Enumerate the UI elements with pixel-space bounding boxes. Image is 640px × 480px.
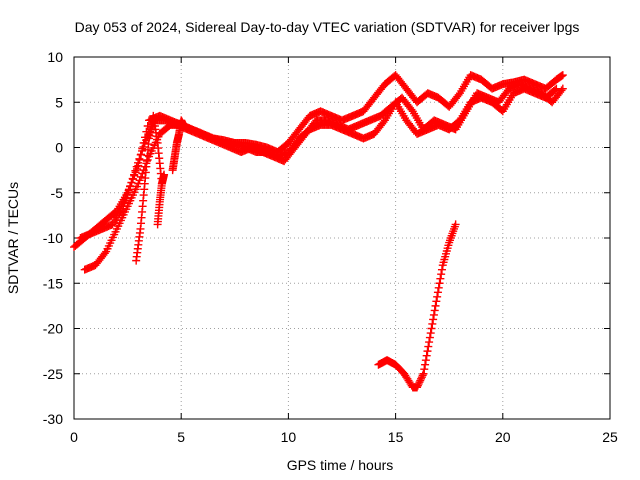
data-point: [421, 360, 430, 369]
data-point: [136, 150, 145, 159]
data-point: [451, 220, 460, 229]
data-point: [138, 146, 147, 155]
grid-lines: [74, 57, 610, 419]
y-tick-label: -20: [43, 321, 63, 337]
data-point: [417, 373, 426, 382]
y-tick-label: -5: [51, 185, 64, 201]
x-tick-label: 10: [281, 429, 297, 445]
series-track-d: [132, 111, 166, 265]
data-point: [433, 288, 442, 297]
y-tick-label: -30: [43, 411, 63, 427]
x-tick-label: 5: [177, 429, 185, 445]
axis-ticks: 0 5 10 15 20 25 10 5 0 -5 -10 -15 -20 -25 -30: [43, 49, 618, 445]
data-point: [179, 120, 188, 129]
data-point: [416, 376, 425, 385]
data-point: [135, 154, 144, 163]
data-point: [429, 310, 438, 319]
x-tick-label: 0: [70, 429, 78, 445]
y-tick-label: -10: [43, 230, 63, 246]
y-tick-label: 0: [55, 140, 63, 156]
data-point: [434, 283, 443, 292]
data-point: [425, 333, 434, 342]
data-point: [137, 172, 145, 181]
x-axis-label: GPS time / hours: [287, 457, 394, 473]
data-point: [427, 324, 436, 333]
data-point: [418, 371, 427, 380]
data-point: [132, 162, 141, 171]
data-point: [417, 374, 426, 383]
data-point: [124, 186, 133, 195]
data-point: [426, 329, 435, 338]
data-point: [130, 170, 139, 179]
y-tick-label: -25: [43, 366, 63, 382]
y-tick-label: 10: [47, 49, 63, 65]
data-point: [135, 176, 144, 185]
data-point: [558, 71, 567, 80]
y-axis-label: SDTVAR / TECUs: [5, 182, 21, 294]
data-point: [424, 342, 433, 351]
y-tick-label: 5: [55, 94, 63, 110]
x-tick-label: 20: [495, 429, 511, 445]
data-point: [435, 279, 444, 288]
data-point: [414, 379, 423, 388]
data-point: [131, 166, 140, 175]
data-point: [552, 84, 561, 93]
x-tick-label: 25: [602, 429, 618, 445]
data-point: [421, 356, 430, 365]
y-tick-label: -15: [43, 275, 63, 291]
data-marks: [70, 71, 567, 392]
data-point: [126, 182, 135, 191]
data-point: [432, 297, 441, 306]
data-point: [100, 249, 109, 258]
data-point: [437, 270, 446, 279]
data-point: [437, 265, 446, 274]
data-point: [128, 174, 137, 183]
series-track-g: [374, 220, 460, 392]
data-point: [429, 315, 438, 324]
data-point: [551, 85, 560, 94]
data-point: [413, 383, 422, 392]
data-point: [436, 274, 445, 283]
data-point: [425, 338, 434, 347]
data-point: [433, 292, 442, 301]
chart-title: Day 053 of 2024, Sidereal Day-to-day VTE…: [75, 19, 580, 35]
data-point: [420, 365, 429, 374]
data-point: [139, 142, 148, 151]
data-point: [413, 381, 422, 390]
data-point: [419, 369, 428, 378]
data-point: [160, 170, 169, 179]
data-point: [422, 351, 431, 360]
data-point: [134, 158, 143, 167]
data-point: [430, 306, 439, 315]
data-point: [423, 347, 432, 356]
series-track-e: [153, 170, 169, 229]
series-track-f: [168, 116, 188, 175]
x-tick-label: 15: [388, 429, 404, 445]
data-point: [431, 301, 440, 310]
data-point: [138, 169, 147, 178]
data-point: [415, 378, 424, 387]
data-point: [428, 319, 437, 328]
data-point: [127, 178, 136, 187]
